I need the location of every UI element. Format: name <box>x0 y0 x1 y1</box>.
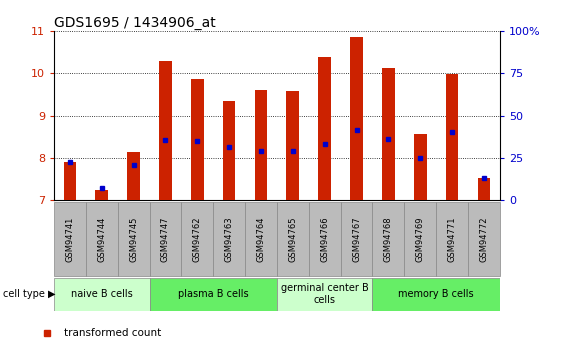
Bar <box>414 134 427 200</box>
Text: GSM94745: GSM94745 <box>129 216 138 262</box>
Text: GSM94772: GSM94772 <box>479 216 488 262</box>
Text: GSM94767: GSM94767 <box>352 216 361 262</box>
Text: naive B cells: naive B cells <box>71 289 132 299</box>
Bar <box>64 162 76 200</box>
FancyBboxPatch shape <box>149 202 181 276</box>
Text: GSM94741: GSM94741 <box>65 216 74 262</box>
Text: GSM94766: GSM94766 <box>320 216 329 262</box>
Bar <box>159 61 172 200</box>
FancyBboxPatch shape <box>436 202 468 276</box>
Text: GSM94747: GSM94747 <box>161 216 170 262</box>
Bar <box>191 79 204 200</box>
FancyBboxPatch shape <box>404 202 436 276</box>
Text: GSM94769: GSM94769 <box>416 216 425 262</box>
FancyBboxPatch shape <box>86 202 118 276</box>
Bar <box>350 37 363 200</box>
FancyBboxPatch shape <box>149 278 277 310</box>
Bar <box>223 101 236 200</box>
FancyBboxPatch shape <box>54 278 149 310</box>
Bar <box>382 68 395 200</box>
Text: GSM94765: GSM94765 <box>289 216 297 262</box>
FancyBboxPatch shape <box>373 202 404 276</box>
FancyBboxPatch shape <box>468 202 500 276</box>
Text: cell type ▶: cell type ▶ <box>3 289 55 299</box>
FancyBboxPatch shape <box>309 202 341 276</box>
FancyBboxPatch shape <box>54 202 86 276</box>
Bar <box>446 74 458 200</box>
Text: GSM94771: GSM94771 <box>448 216 457 262</box>
Text: germinal center B
cells: germinal center B cells <box>281 283 369 305</box>
Bar <box>478 178 490 200</box>
FancyBboxPatch shape <box>277 278 373 310</box>
FancyBboxPatch shape <box>373 278 500 310</box>
FancyBboxPatch shape <box>213 202 245 276</box>
Text: memory B cells: memory B cells <box>398 289 474 299</box>
Text: GDS1695 / 1434906_at: GDS1695 / 1434906_at <box>54 16 216 30</box>
FancyBboxPatch shape <box>277 202 309 276</box>
Text: GSM94763: GSM94763 <box>224 216 233 262</box>
Bar <box>127 152 140 200</box>
FancyBboxPatch shape <box>118 202 149 276</box>
Bar <box>318 57 331 200</box>
Text: GSM94768: GSM94768 <box>384 216 393 262</box>
Bar <box>254 90 268 200</box>
Text: GSM94744: GSM94744 <box>97 216 106 262</box>
Text: plasma B cells: plasma B cells <box>178 289 249 299</box>
Text: transformed count: transformed count <box>64 328 161 338</box>
Bar <box>95 189 108 200</box>
Text: GSM94764: GSM94764 <box>257 216 265 262</box>
Bar <box>286 91 299 200</box>
FancyBboxPatch shape <box>341 202 373 276</box>
FancyBboxPatch shape <box>245 202 277 276</box>
Text: GSM94762: GSM94762 <box>193 216 202 262</box>
FancyBboxPatch shape <box>181 202 213 276</box>
